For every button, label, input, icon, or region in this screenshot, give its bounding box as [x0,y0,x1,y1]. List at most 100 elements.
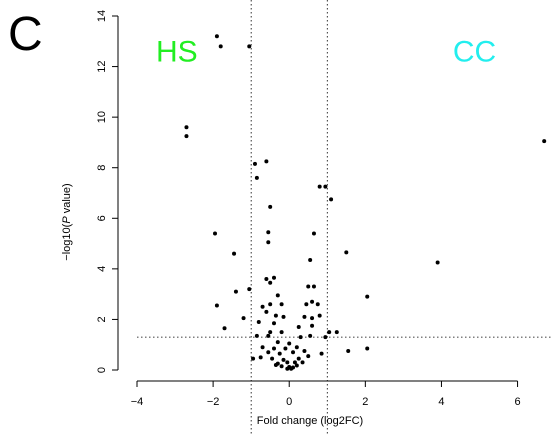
data-point [214,303,219,308]
data-point [302,349,307,354]
data-point [279,330,284,335]
x-axis-title: Fold change (log2FC) [257,415,363,427]
data-point [184,125,189,130]
data-points [184,34,547,371]
data-point [317,184,322,189]
data-point [184,134,189,139]
data-point [264,276,269,281]
data-point [258,355,263,360]
data-point [327,330,332,335]
data-point [247,44,252,49]
data-point [251,356,256,361]
data-point [266,230,271,235]
group-label-cc: CC [453,36,496,69]
data-point [272,346,276,351]
data-point [300,360,305,365]
data-point [264,159,269,164]
data-point [344,250,349,255]
data-point [287,341,292,346]
data-point [334,330,339,335]
data-point [268,204,273,209]
y-tick-label: 14 [96,10,108,22]
data-point [365,294,370,299]
data-point [296,325,301,330]
data-point [310,323,315,328]
data-point [213,231,218,236]
data-point [319,351,324,356]
data-point [323,335,328,340]
data-point [317,313,322,318]
data-point [272,321,276,326]
data-point [218,44,223,49]
y-axis-title-prefix: −log10( [61,223,73,260]
y-axis-title-italic: P [61,216,73,224]
y-axis-title: −log10(P value) [61,183,73,260]
data-point [270,356,275,361]
y-tick-label: 12 [96,60,108,72]
data-point [308,333,313,338]
data-point [268,280,273,285]
data-point [260,304,265,309]
x-tick-label: −4 [131,396,144,408]
data-point [289,366,294,371]
data-point [268,302,273,307]
data-point [266,333,271,338]
data-point [365,346,370,351]
data-point [254,333,259,338]
data-point [273,313,278,318]
data-point [311,231,316,236]
data-point [264,309,269,314]
data-point [268,330,273,335]
data-point [279,364,284,369]
data-point [285,360,290,365]
data-point [256,319,261,324]
data-point [241,316,246,321]
data-point [247,287,252,292]
data-point [281,357,286,362]
data-point [281,314,286,319]
y-tick-label: 2 [96,316,108,322]
data-point [232,251,237,256]
x-tick-label: 6 [514,396,520,408]
data-point [285,366,290,371]
data-point [272,275,276,280]
x-tick-label: 4 [438,396,444,408]
data-point [291,350,296,355]
data-point [275,293,280,298]
data-point [302,314,307,319]
axes: −4 −2 0 2 4 6 0 2 4 6 8 10 12 14 [96,10,521,408]
data-point [292,360,297,365]
data-point [266,350,271,355]
data-point [222,326,227,331]
data-point [296,356,301,361]
data-point [306,284,311,289]
data-point [304,302,309,307]
y-tick-label: 4 [96,266,108,272]
data-point [254,175,259,180]
data-point [311,284,316,289]
data-point [252,161,257,166]
data-point [277,351,282,356]
data-point [283,346,288,351]
data-point [214,34,219,39]
data-point [306,354,311,359]
data-point [233,289,238,294]
data-point [310,299,315,304]
data-point [275,340,280,345]
data-point [435,260,440,265]
x-tick-label: −2 [207,396,220,408]
data-point [273,362,278,367]
y-tick-label: 6 [96,215,108,221]
group-label-hs: HS [156,36,198,69]
data-point [310,316,315,321]
data-point [329,197,334,202]
group-labels: HS CC [156,36,496,69]
y-tick-label: 0 [96,367,108,373]
data-point [266,240,271,245]
x-tick-label: 2 [362,396,368,408]
y-tick-label: 10 [96,111,108,123]
data-point [542,139,547,144]
y-tick-label: 8 [96,165,108,171]
data-point [279,302,284,307]
